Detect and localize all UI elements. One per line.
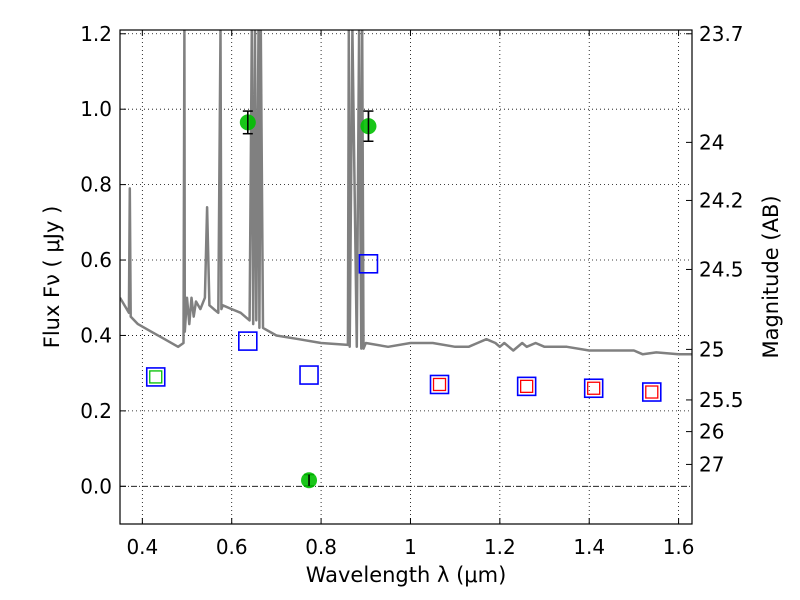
right-tick-label: 24.2: [699, 188, 744, 212]
y-tick-label: 0.8: [80, 173, 112, 197]
inner-square: [587, 381, 601, 395]
model-spectrum-line: [120, 30, 692, 356]
y-axis-label: Flux Fν ( μJy ): [40, 206, 64, 349]
model-photometry-square: [358, 254, 379, 274]
axis-ticks: 0.4 0.6 0.8 1 1.2 1.4 1.6 0.0 0.2 0.4 0.6 0.8 1.0 1.2…: [80, 22, 743, 559]
y-tick-label: 1.2: [80, 22, 112, 46]
grid: [120, 30, 692, 524]
inner-square: [520, 379, 534, 394]
model-photometry-square: [299, 365, 319, 385]
right-tick-label: 25.5: [699, 388, 744, 412]
y-axis-right-label: Magnitude (AB): [759, 195, 783, 358]
model-photometry-square: [583, 378, 604, 399]
y-tick-label: 0.0: [80, 474, 112, 498]
y-tick-label: 0.6: [80, 248, 112, 272]
y-tick-label: 1.0: [80, 97, 112, 121]
model-photometry-square: [145, 367, 166, 387]
inner-square: [149, 370, 163, 384]
model-photometry-square: [641, 382, 662, 402]
model-photometry-square: [516, 376, 537, 397]
inner-square: [645, 385, 659, 399]
right-tick-label: 24.5: [699, 257, 744, 281]
model-photometry-square: [238, 331, 258, 351]
x-tick-label: 0.4: [126, 535, 158, 559]
x-tick-label: 1: [404, 535, 417, 559]
right-tick-label: 27: [699, 452, 724, 476]
inner-square: [432, 377, 447, 392]
plot-content: [120, 30, 692, 489]
right-tick-label: 26: [699, 420, 724, 444]
x-tick-label: 0.6: [216, 535, 248, 559]
plot-frame: [119, 29, 693, 525]
y-tick-label: 0.4: [80, 323, 112, 347]
x-axis-label: Wavelength λ (μm): [306, 563, 507, 587]
right-tick-label: 25: [699, 337, 724, 361]
x-tick-label: 1.2: [484, 535, 516, 559]
x-tick-label: 1.4: [573, 535, 605, 559]
x-tick-label: 1.6: [663, 535, 695, 559]
model-photometry-square: [429, 374, 450, 395]
plot-area: [120, 30, 692, 489]
y-tick-label: 0.2: [80, 399, 112, 423]
right-tick-label: 24: [699, 130, 724, 154]
right-tick-label: 23.7: [699, 22, 744, 46]
x-tick-label: 0.8: [305, 535, 337, 559]
